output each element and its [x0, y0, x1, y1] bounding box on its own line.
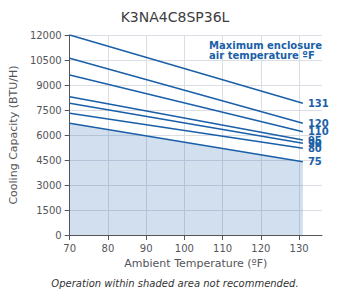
svg-text:130: 130 — [290, 243, 309, 254]
svg-text:Operation within shaded area n: Operation within shaded area not recomme… — [51, 278, 298, 289]
svg-text:6000: 6000 — [36, 130, 61, 141]
svg-text:1500: 1500 — [36, 205, 61, 216]
svg-text:131: 131 — [308, 98, 329, 109]
svg-text:Ambient Temperature (ºF): Ambient Temperature (ºF) — [124, 257, 267, 270]
svg-text:80: 80 — [102, 243, 115, 254]
svg-text:K3NA4C8SP36L: K3NA4C8SP36L — [121, 9, 230, 25]
svg-text:110: 110 — [213, 243, 232, 254]
svg-text:90: 90 — [140, 243, 153, 254]
svg-text:0: 0 — [55, 230, 61, 241]
svg-text:120: 120 — [307, 117, 329, 129]
svg-text:110: 110 — [307, 126, 329, 138]
svg-text:120: 120 — [251, 243, 270, 254]
svg-text:3000: 3000 — [36, 180, 61, 191]
svg-text:100: 100 — [175, 243, 194, 254]
svg-text:75: 75 — [308, 156, 322, 167]
svg-text:12000: 12000 — [30, 30, 62, 41]
svg-text:7500: 7500 — [36, 105, 61, 116]
svg-text:Maximum enclosure: Maximum enclosure — [209, 39, 322, 51]
svg-text:80: 80 — [308, 143, 322, 154]
svg-text:4500: 4500 — [36, 155, 61, 166]
svg-text:air temperature ºF: air temperature ºF — [209, 50, 315, 61]
svg-text:10500: 10500 — [30, 55, 62, 66]
svg-text:70: 70 — [63, 243, 76, 254]
svg-text:9000: 9000 — [36, 80, 61, 91]
svg-text:Cooling Capacity (BTU/H): Cooling Capacity (BTU/H) — [7, 65, 20, 204]
